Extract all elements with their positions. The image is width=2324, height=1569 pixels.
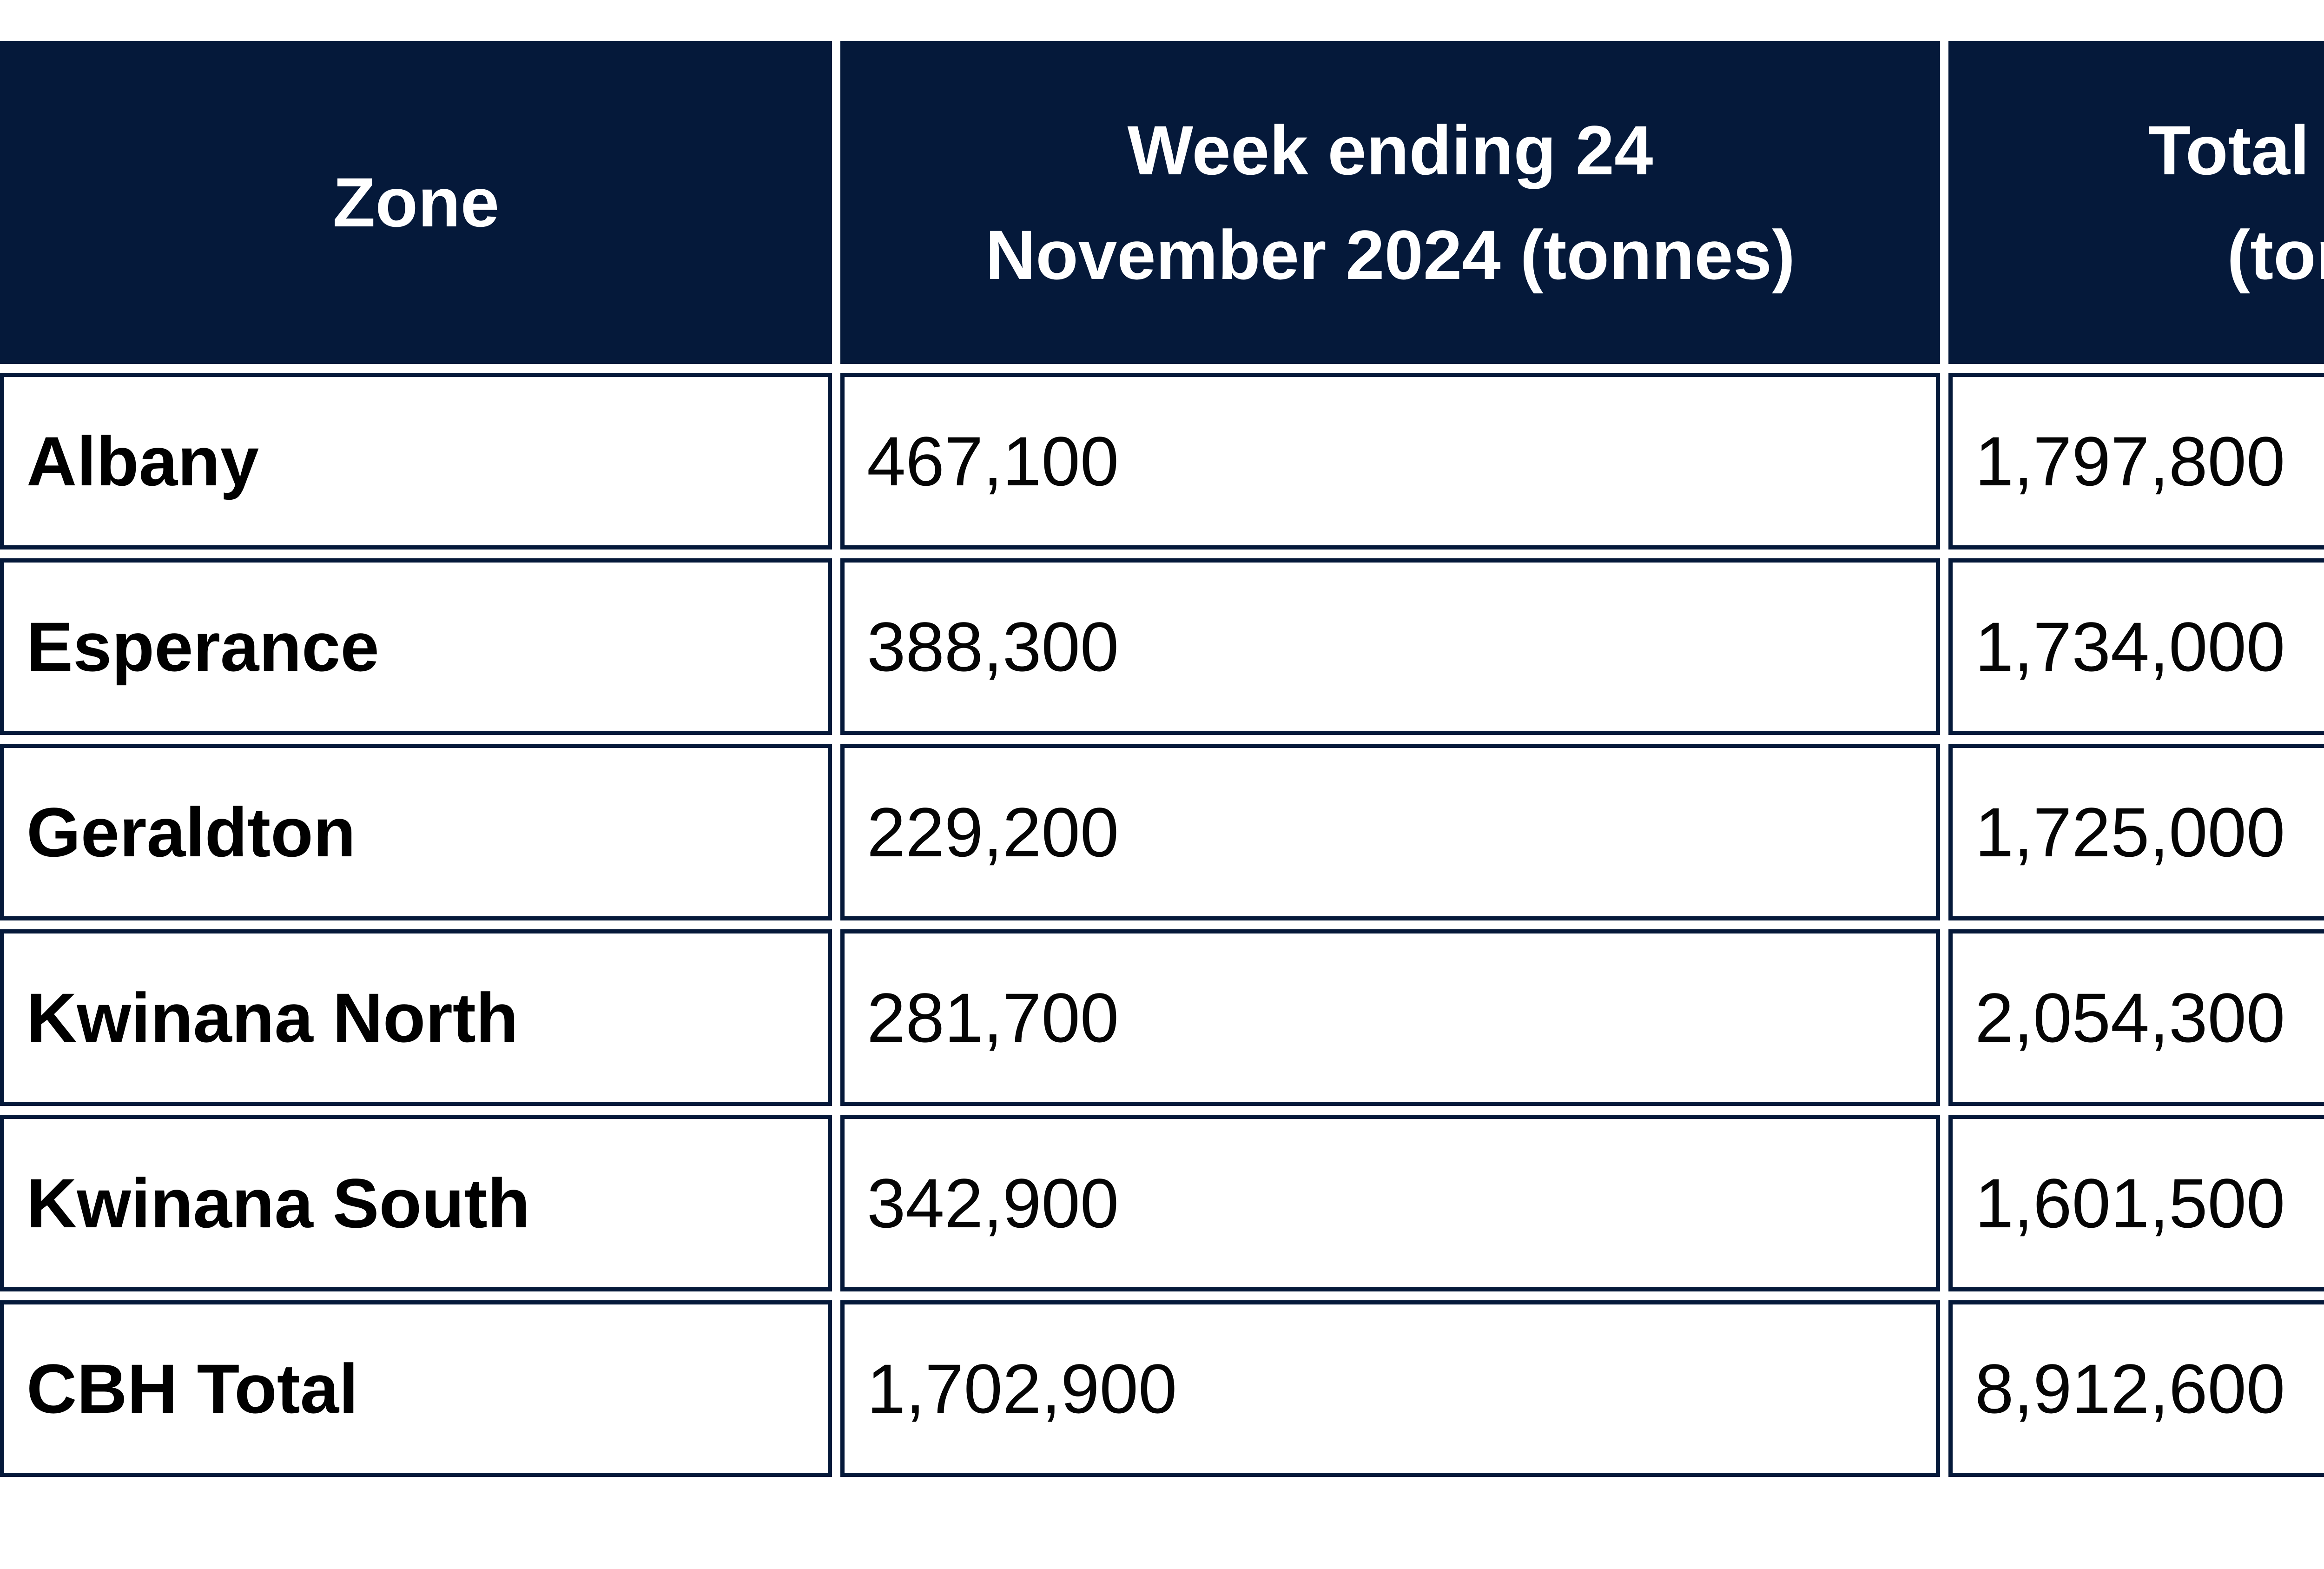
total-value-esperance: 1,734,000	[1948, 558, 2324, 735]
total-value-geraldton: 1,725,000	[1948, 744, 2324, 920]
total-value-cbh-total: 8,912,600	[1948, 1300, 2324, 1477]
week-value-albany: 467,100	[840, 373, 1940, 549]
zone-cell-geraldton: Geraldton	[0, 744, 832, 920]
header-cell-zone: Zone	[0, 41, 832, 364]
week-value-esperance: 388,300	[840, 558, 1940, 735]
header-week-line2: November 2024 (tonnes)	[985, 215, 1796, 294]
week-value-kwinana-south: 342,900	[840, 1115, 1940, 1291]
week-value-geraldton: 229,200	[840, 744, 1940, 920]
total-value-kwinana-north: 2,054,300	[1948, 929, 2324, 1106]
total-value-albany: 1,797,800	[1948, 373, 2324, 549]
week-value-cbh-total: 1,702,900	[840, 1300, 1940, 1477]
zone-cell-cbh-total: CBH Total	[0, 1300, 832, 1477]
zone-cell-albany: Albany	[0, 373, 832, 549]
header-cell-week: Week ending 24 November 2024 (tonnes)	[840, 41, 1940, 364]
week-value-kwinana-north: 281,700	[840, 929, 1940, 1106]
zone-cell-esperance: Esperance	[0, 558, 832, 735]
receivals-table: Zone Week ending 24 November 2024 (tonne…	[0, 41, 2324, 1477]
header-zone-line1: Zone	[332, 163, 500, 241]
header-total-line1: Total 2024/25	[2148, 111, 2324, 189]
header-cell-total: Total 2024/25 (tonnes)	[1948, 41, 2324, 364]
zone-cell-kwinana-north: Kwinana North	[0, 929, 832, 1106]
header-week-line1: Week ending 24	[1127, 111, 1653, 189]
zone-cell-kwinana-south: Kwinana South	[0, 1115, 832, 1291]
total-value-kwinana-south: 1,601,500	[1948, 1115, 2324, 1291]
header-total-line2: (tonnes)	[2227, 215, 2324, 294]
